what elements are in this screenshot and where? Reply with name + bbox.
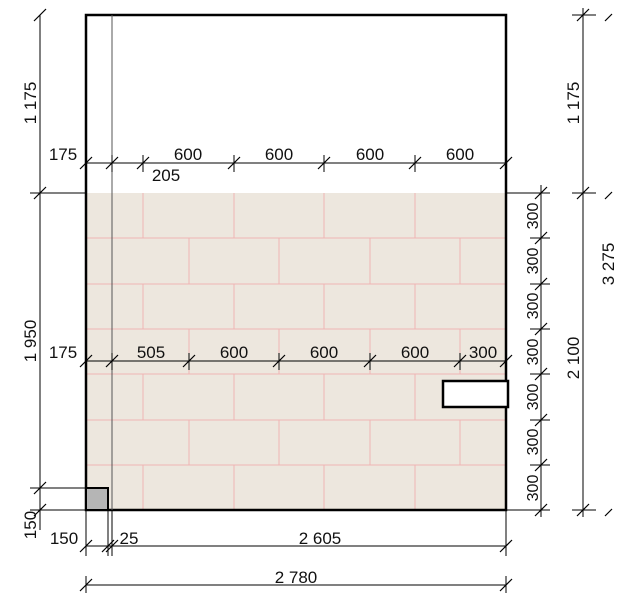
mid-dim-600-a: 600 — [220, 343, 248, 362]
mid-dim-505: 505 — [137, 343, 165, 362]
right-dim-300-1: 300 — [525, 203, 542, 230]
wall-opening — [441, 379, 510, 409]
corner-box — [85, 487, 109, 511]
right-inner-dimension: 300 300 300 300 300 300 300 — [506, 185, 550, 517]
bottom-dim-2780: 2 780 — [275, 568, 318, 587]
right-dim-3275: 3 275 — [599, 243, 618, 286]
wall-outline — [84, 13, 508, 512]
mid-row-dimension: 175 505 600 600 600 300 — [49, 343, 513, 370]
mid-dim-600-b: 600 — [310, 343, 338, 362]
right-dimension: 1 175 3 275 2 100 — [564, 8, 618, 517]
top-dim-600-a: 600 — [174, 145, 202, 164]
right-dim-300-6: 300 — [525, 429, 542, 456]
tiled-area — [86, 193, 506, 510]
right-dim-300-7: 300 — [525, 475, 542, 502]
right-dim-300-2: 300 — [525, 248, 542, 275]
right-dim-300-5: 300 — [525, 384, 542, 411]
left-dim-1950: 1 950 — [21, 320, 40, 363]
right-dim-300-4: 300 — [525, 339, 542, 366]
top-dim-175: 175 — [49, 145, 77, 164]
left-dimension: 1 175 1 950 150 — [21, 8, 86, 539]
right-dim-2100: 2 100 — [564, 337, 583, 380]
bottom-row2-dimension: 2 780 — [79, 568, 513, 593]
top-dim-600-c: 600 — [356, 145, 384, 164]
bottom-dim-2605: 2 605 — [299, 529, 342, 548]
bottom-dim-25: 25 — [120, 529, 139, 548]
left-dim-1175: 1 175 — [21, 82, 40, 125]
right-dim-300-3: 300 — [525, 293, 542, 320]
right-dim-1175: 1 175 — [564, 82, 583, 125]
mid-dim-300: 300 — [469, 343, 497, 362]
bottom-dim-150: 150 — [50, 529, 78, 548]
left-dim-150: 150 — [21, 511, 40, 539]
top-row-dimension: 175 600 600 600 600 205 — [49, 145, 513, 185]
mid-dim-600-c: 600 — [401, 343, 429, 362]
top-dim-600-b: 600 — [265, 145, 293, 164]
mid-dim-175: 175 — [49, 343, 77, 362]
bottom-row1-dimension: 150 25 2 605 — [50, 510, 513, 556]
top-dim-600-d: 600 — [446, 145, 474, 164]
top-dim-205: 205 — [152, 166, 180, 185]
